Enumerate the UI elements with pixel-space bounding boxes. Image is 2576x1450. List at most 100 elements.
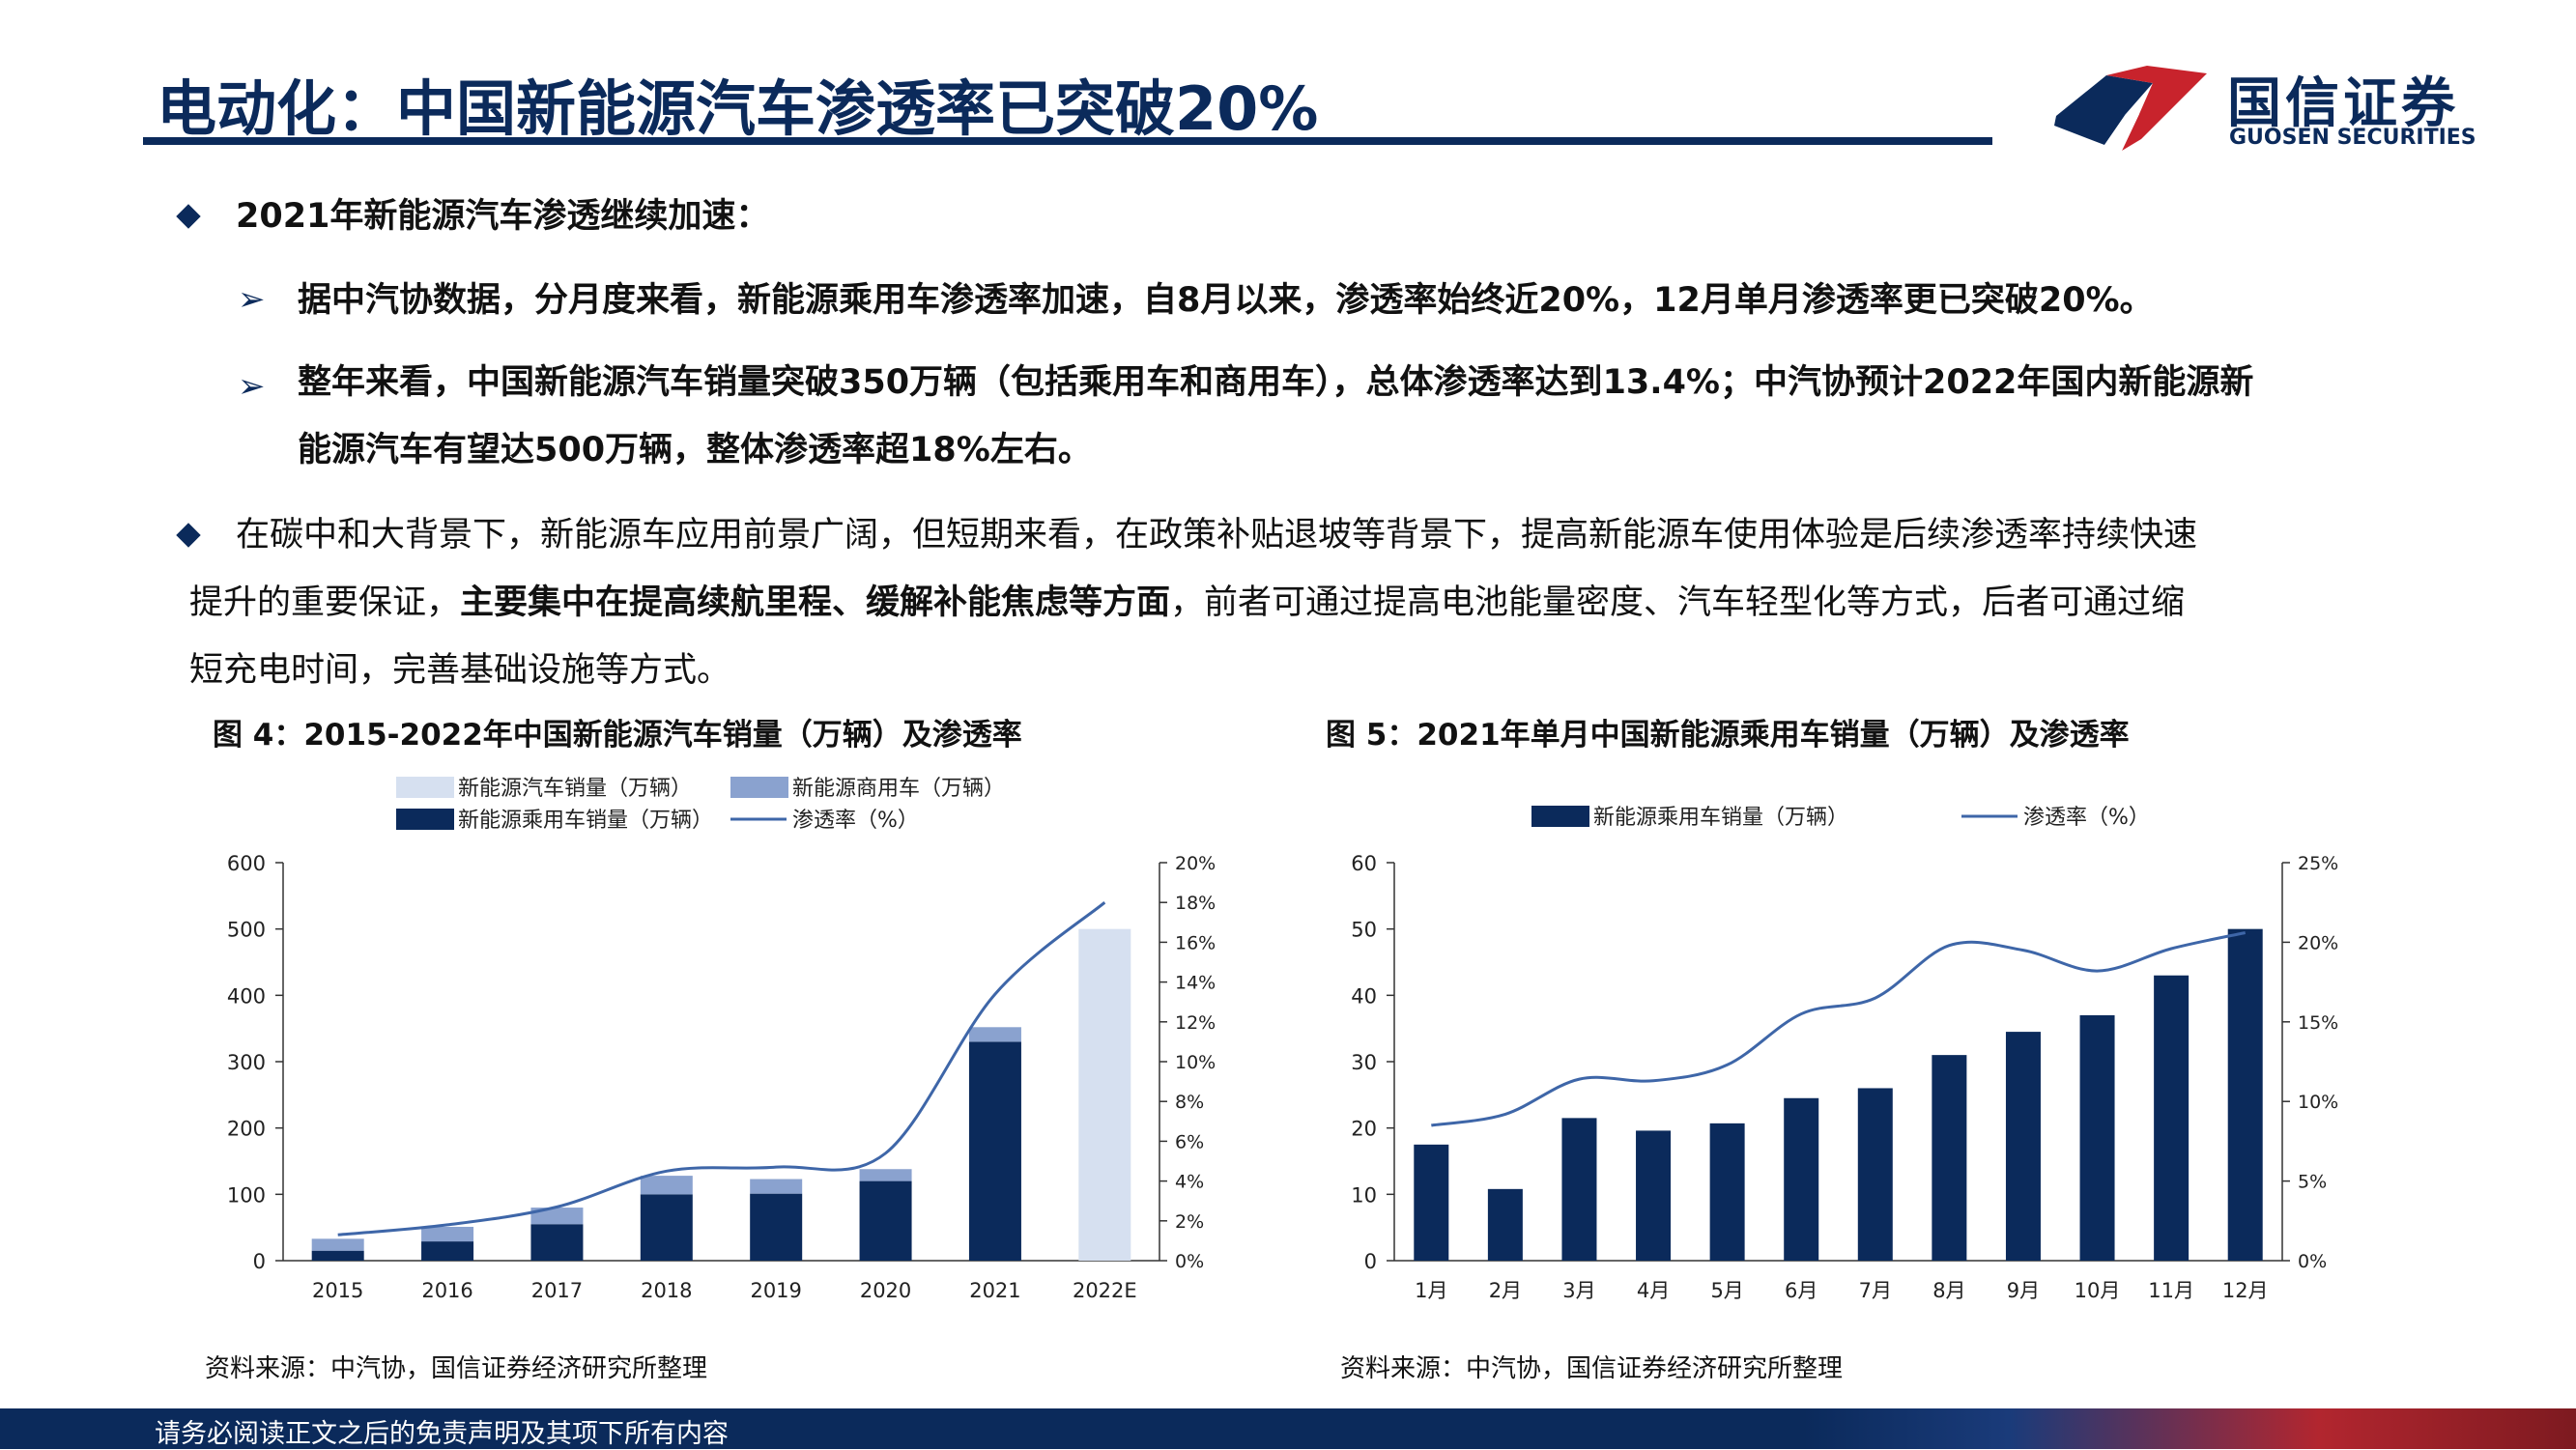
bullet-1: 2021年新能源汽车渗透继续加速： bbox=[236, 197, 770, 236]
bar-passenger-monthly bbox=[2154, 975, 2190, 1261]
y-tick-label: 10 bbox=[1351, 1183, 1377, 1207]
y2-tick-label: 6% bbox=[1175, 1131, 1204, 1152]
x-tick-label: 2022E bbox=[1073, 1279, 1137, 1302]
bullet-diamond-icon bbox=[176, 204, 201, 229]
footer-disclaimer: 请务必阅读正文之后的免责声明及其项下所有内容 bbox=[155, 1419, 729, 1449]
y-tick-label: 500 bbox=[227, 919, 266, 942]
bar-ev-total bbox=[1078, 928, 1131, 1261]
title-divider bbox=[143, 137, 1992, 145]
sub-bullet-1: 据中汽协数据，分月度来看，新能源乘用车渗透率加速，自8月以来，渗透率始终近20%… bbox=[298, 281, 2154, 320]
y-tick-label: 600 bbox=[227, 852, 266, 875]
bar-commercial bbox=[968, 1027, 1021, 1042]
bar-commercial bbox=[421, 1226, 474, 1242]
bar-commercial bbox=[640, 1176, 693, 1195]
y2-tick-label: 5% bbox=[2298, 1172, 2327, 1193]
bar-passenger-monthly bbox=[1487, 1188, 1523, 1261]
x-tick-label: 6月 bbox=[1785, 1279, 1818, 1302]
bar-passenger-monthly bbox=[1414, 1144, 1449, 1261]
legend-passenger-label: 新能源乘用车销量（万辆） bbox=[458, 809, 713, 833]
bullet-2-line3: 短充电时间，完善基础设施等方式。 bbox=[189, 651, 731, 690]
legend-penetration-label: 渗透率（%） bbox=[792, 809, 919, 833]
x-tick-label: 2月 bbox=[1489, 1279, 1522, 1302]
legend-commercial-label: 新能源商用车（万辆） bbox=[792, 777, 1005, 801]
x-tick-label: 11月 bbox=[2148, 1279, 2194, 1302]
bar-passenger-monthly bbox=[1561, 1118, 1597, 1261]
sub-bullet-2-line2: 能源汽车有望达500万辆，整体渗透率超18%左右。 bbox=[298, 431, 1092, 469]
bar-passenger bbox=[968, 1041, 1021, 1261]
y-tick-label: 300 bbox=[227, 1051, 266, 1074]
bullet-2-pre: 提升的重要保证， bbox=[189, 583, 461, 622]
y2-tick-label: 20% bbox=[1175, 853, 1216, 874]
page-title: 电动化：中国新能源汽车渗透率已突破20% bbox=[157, 73, 1319, 144]
x-tick-label: 2015 bbox=[312, 1279, 363, 1302]
sub-bullet-2-line1: 整年来看，中国新能源汽车销量突破350万辆（包括乘用车和商用车），总体渗透率达到… bbox=[298, 363, 2254, 402]
bar-passenger-monthly bbox=[1932, 1055, 1967, 1261]
bullet-diamond-icon bbox=[176, 523, 201, 548]
x-tick-label: 10月 bbox=[2075, 1279, 2121, 1302]
bullet-2-post: ，前者可通过提高电池能量密度、汽车轻型化等方式，后者可通过缩 bbox=[1170, 583, 2186, 622]
x-tick-label: 2017 bbox=[531, 1279, 583, 1302]
y-tick-label: 20 bbox=[1351, 1118, 1377, 1141]
logo-text-en: GUOSEN SECURITIES bbox=[2229, 126, 2476, 150]
figure-5-title: 图 5：2021年单月中国新能源乘用车销量（万辆）及渗透率 bbox=[1326, 718, 2130, 753]
source-note-left: 资料来源：中汽协，国信证券经济研究所整理 bbox=[205, 1354, 708, 1383]
x-tick-label: 3月 bbox=[1562, 1279, 1595, 1302]
legend-passenger-monthly-label: 新能源乘用车销量（万辆） bbox=[1593, 806, 1848, 830]
source-note-right: 资料来源：中汽协，国信证券经济研究所整理 bbox=[1340, 1354, 1844, 1383]
y2-tick-label: 0% bbox=[1175, 1251, 1204, 1272]
x-tick-label: 2020 bbox=[860, 1279, 911, 1302]
x-tick-label: 7月 bbox=[1859, 1279, 1892, 1302]
bar-commercial bbox=[750, 1179, 803, 1194]
x-tick-label: 9月 bbox=[2007, 1279, 2040, 1302]
x-tick-label: 12月 bbox=[2222, 1279, 2269, 1302]
figure-4-title: 图 4：2015-2022年中国新能源汽车销量（万辆）及渗透率 bbox=[213, 718, 1022, 753]
y2-tick-label: 0% bbox=[2298, 1251, 2327, 1272]
x-tick-label: 4月 bbox=[1637, 1279, 1670, 1302]
penetration-line bbox=[1431, 931, 2247, 1127]
bullet-2-line1: 在碳中和大背景下，新能源车应用前景广阔，但短期来看，在政策补贴退坡等背景下，提高… bbox=[236, 516, 2198, 554]
bar-passenger-monthly bbox=[2227, 928, 2263, 1261]
y2-tick-label: 10% bbox=[1175, 1052, 1216, 1073]
bar-passenger-monthly bbox=[2005, 1032, 2041, 1261]
x-tick-label: 2016 bbox=[421, 1279, 472, 1302]
bar-passenger bbox=[859, 1180, 912, 1261]
y2-tick-label: 10% bbox=[2298, 1092, 2338, 1113]
y2-tick-label: 18% bbox=[1175, 893, 1216, 914]
y-tick-label: 100 bbox=[227, 1183, 266, 1207]
x-tick-label: 2018 bbox=[641, 1279, 692, 1302]
bar-passenger-monthly bbox=[1857, 1088, 1893, 1261]
bullet-2-line2: 提升的重要保证，主要集中在提高续航里程、缓解补能焦虑等方面，前者可通过提高电池能… bbox=[189, 569, 2185, 637]
y-tick-label: 50 bbox=[1351, 919, 1377, 942]
legend-ev-total-label: 新能源汽车销量（万辆） bbox=[458, 777, 692, 801]
bar-commercial bbox=[530, 1208, 584, 1225]
y2-tick-label: 16% bbox=[1175, 932, 1216, 953]
bar-commercial bbox=[311, 1238, 364, 1251]
bar-passenger bbox=[750, 1193, 803, 1261]
legend-passenger-monthly-swatch bbox=[1531, 806, 1589, 827]
x-tick-label: 1月 bbox=[1415, 1279, 1447, 1302]
x-tick-label: 2019 bbox=[750, 1279, 801, 1302]
bar-passenger bbox=[530, 1224, 584, 1261]
bar-passenger bbox=[421, 1241, 474, 1261]
bullet-2-bold: 主要集中在提高续航里程、缓解补能焦虑等方面 bbox=[460, 583, 1171, 622]
y2-tick-label: 12% bbox=[1175, 1012, 1216, 1034]
x-tick-label: 8月 bbox=[1932, 1279, 1965, 1302]
y-tick-label: 40 bbox=[1351, 984, 1377, 1008]
y-tick-label: 30 bbox=[1351, 1051, 1377, 1074]
bar-passenger bbox=[311, 1250, 364, 1261]
legend-penetration-label: 渗透率（%） bbox=[2023, 806, 2150, 830]
y2-tick-label: 2% bbox=[1175, 1211, 1204, 1233]
guosen-logo-icon bbox=[2054, 66, 2207, 151]
y2-tick-label: 8% bbox=[1175, 1092, 1204, 1113]
arrow-bullet-icon: ➢ bbox=[238, 367, 266, 406]
penetration-line bbox=[337, 901, 1106, 1237]
y-tick-label: 200 bbox=[227, 1118, 266, 1141]
bar-passenger-monthly bbox=[1636, 1130, 1672, 1261]
bar-passenger-monthly bbox=[1784, 1097, 1819, 1261]
y2-tick-label: 15% bbox=[2298, 1012, 2338, 1034]
legend-commercial-swatch bbox=[730, 777, 788, 798]
y2-tick-label: 20% bbox=[2298, 932, 2338, 953]
y-tick-label: 400 bbox=[227, 984, 266, 1008]
bar-passenger-monthly bbox=[2079, 1014, 2115, 1261]
y2-tick-label: 4% bbox=[1175, 1172, 1204, 1193]
